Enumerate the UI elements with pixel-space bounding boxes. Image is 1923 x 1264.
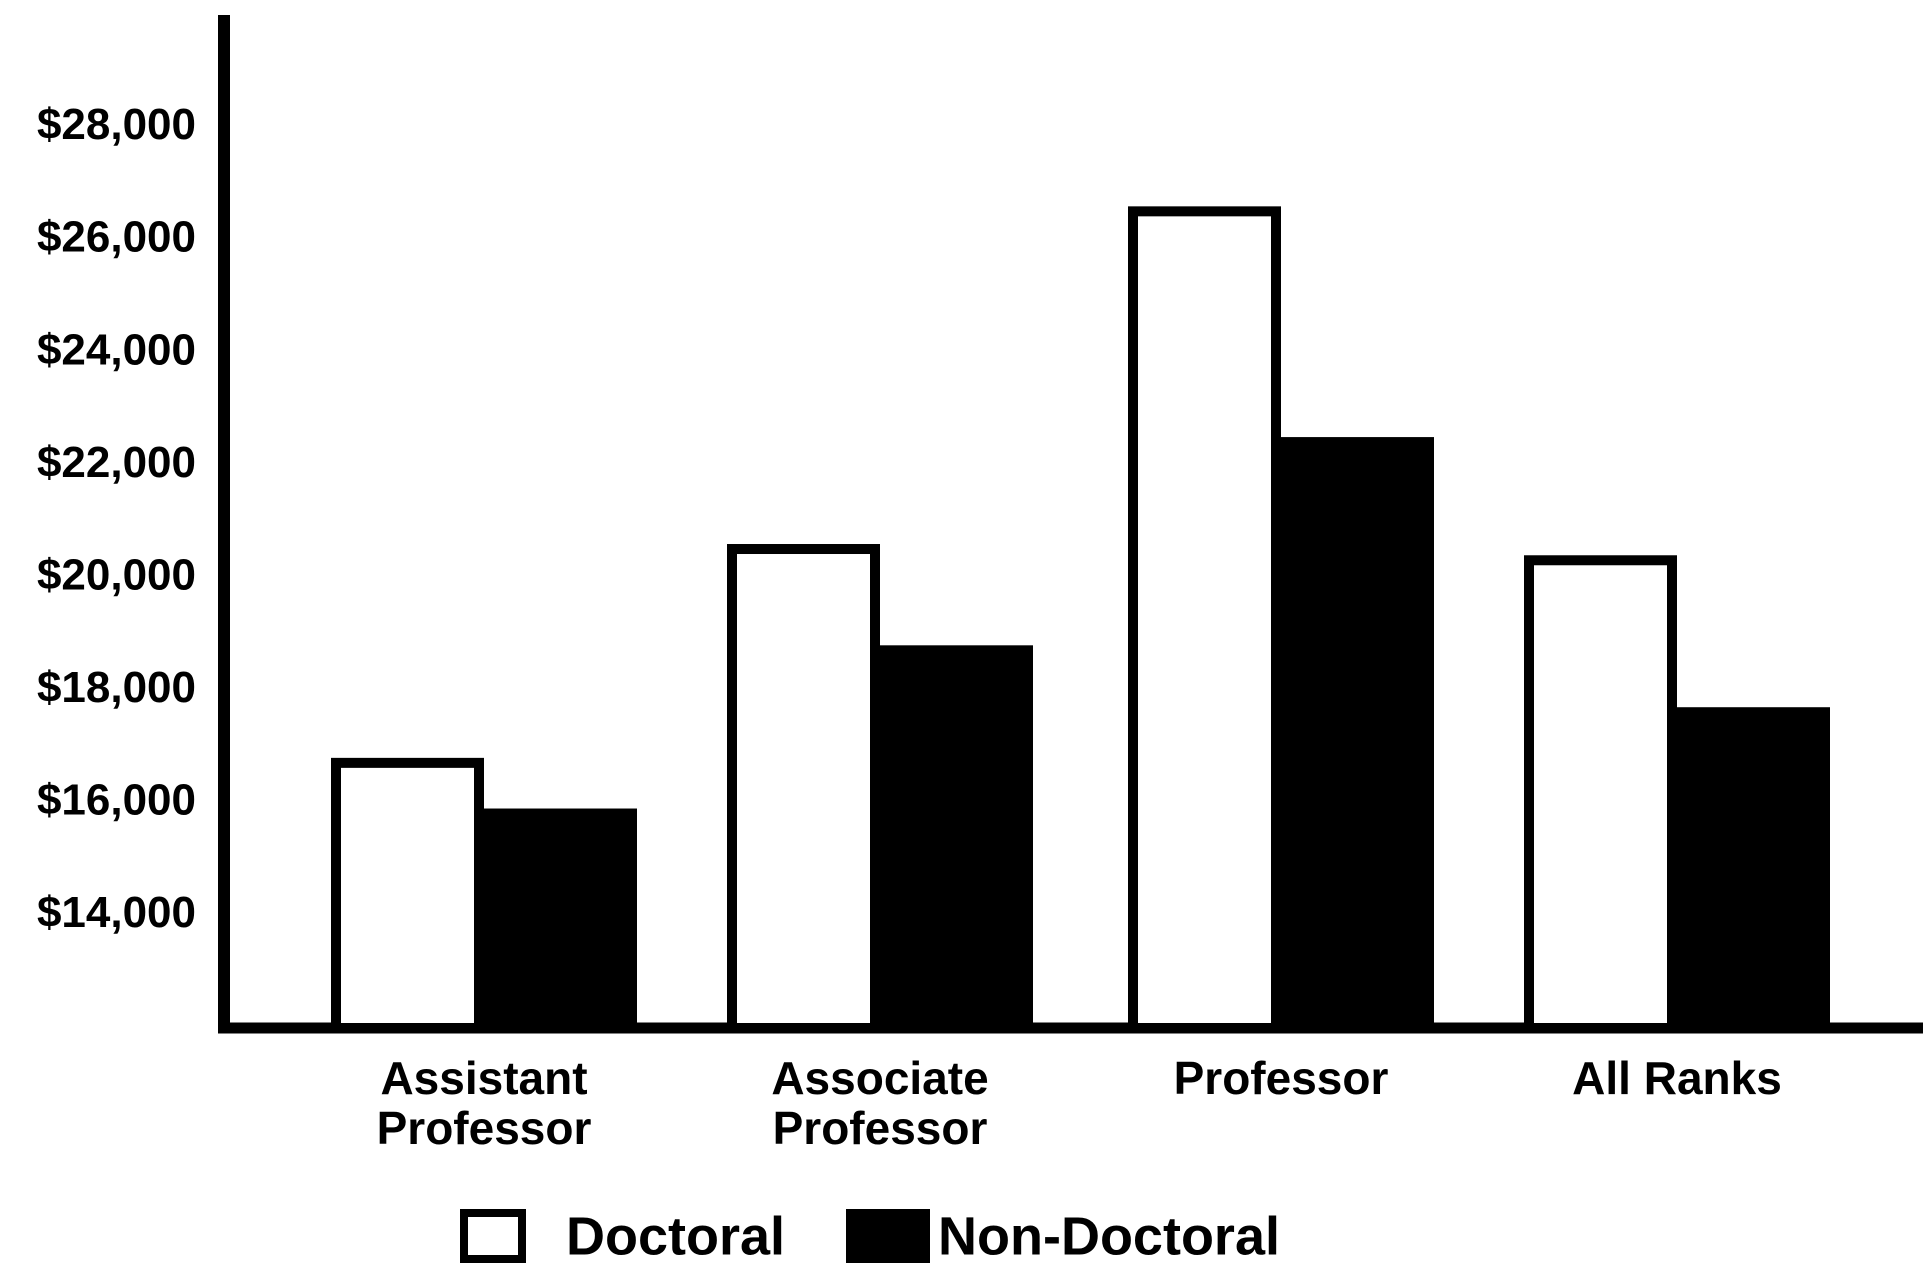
bar [1128,206,1281,1034]
legend-label: Doctoral [566,1206,785,1264]
x-tick-label: All Ranks [1572,1052,1782,1104]
bar [880,645,1033,1033]
x-tick-label: Assistant Professor [376,1052,592,1154]
legend-swatch [846,1209,930,1263]
y-tick-label: $20,000 [37,550,196,599]
bar [1677,707,1830,1033]
y-tick-label: $14,000 [37,888,196,937]
x-tick-label: Associate Professor [771,1052,989,1154]
y-tick-label: $22,000 [37,438,196,487]
y-tick-label: $24,000 [37,325,196,374]
bar [484,808,637,1033]
y-tick-label: $18,000 [37,663,196,712]
y-tick-label: $16,000 [37,776,196,825]
bar [727,544,880,1033]
legend-label: Non-Doctoral [938,1206,1280,1264]
legend-swatch [460,1209,526,1263]
y-tick-label: $26,000 [37,213,196,262]
bar [1281,437,1434,1034]
x-tick-label: Professor [1173,1052,1389,1104]
bar [331,757,484,1033]
y-tick-label: $28,000 [37,100,196,149]
bar [1524,555,1677,1033]
